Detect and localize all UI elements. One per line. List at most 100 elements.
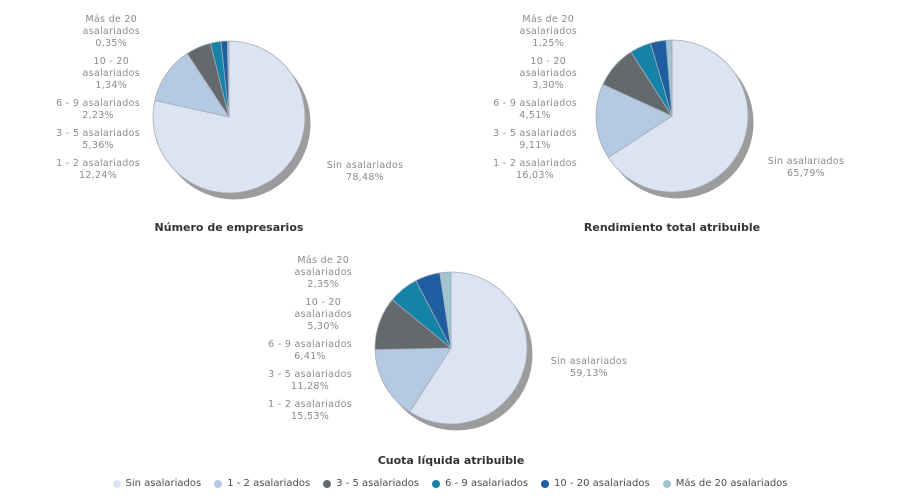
slice-label-name: asalariados [294, 309, 352, 320]
legend-item-6-9-asalariados[interactable]: 6 - 9 asalariados [432, 477, 528, 491]
pie-cuota-liquida-atribuible [374, 271, 533, 431]
legend-item-sin-asalariados[interactable]: Sin asalariados [112, 477, 202, 491]
slice-label-sin-asalariados: Sin asalariados 59,13% [539, 356, 639, 380]
slice-label-6-9-asalariados: 6 - 9 asalariados 4,51% [493, 98, 577, 122]
slice-label-name: Sin asalariados [550, 356, 628, 367]
slice-label-value: 1,34% [95, 80, 128, 91]
slice-label-sin-asalariados: Sin asalariados 78,48% [315, 160, 415, 184]
legend: Sin asalariados 1 - 2 asalariados 3 - 5 as… [0, 477, 900, 491]
slice-label-value: 12,24% [79, 170, 118, 181]
slice-mas-de-20-asalariados[interactable] [439, 271, 452, 349]
slice-label-value: 11,28% [291, 381, 330, 392]
legend-swatch-icon [112, 480, 121, 488]
slice-label-value: 15,53% [291, 411, 330, 422]
legend-item-3-5-asalariados[interactable]: 3 - 5 asalariados [323, 477, 419, 491]
legend-label: 3 - 5 asalariados [336, 478, 420, 489]
slice-label-value: 65,79% [786, 168, 826, 179]
slice-label-mas-de-20-asalariados: Más de 20 asalariados 0,35% [82, 14, 140, 50]
slice-label-value: 9,11% [519, 140, 551, 151]
slice-labels-left: Más de 20 asalariados 1,25% 10 - 20 asalaria… [450, 14, 577, 182]
slice-label-name: 1 - 2 asalariados [493, 158, 577, 169]
slice-label-value: 5,36% [82, 140, 114, 151]
legend-swatch-icon [662, 480, 671, 488]
slice-label-name: asalariados [82, 26, 140, 37]
slice-label-name: Sin asalariados [326, 160, 404, 171]
slice-label-name: 10 - 20 [93, 56, 130, 67]
slice-1-2-asalariados[interactable] [154, 53, 230, 118]
legend-item-mas-de-20-asalariados[interactable]: Más de 20 asalariados [662, 477, 788, 491]
slice-label-value: 59,13% [569, 368, 609, 379]
slice-label-name: 3 - 5 asalariados [493, 128, 577, 139]
slice-sin-asalariados[interactable] [409, 271, 528, 425]
legend-swatch-icon [323, 480, 332, 488]
slice-label-1-2-asalariados: 1 - 2 asalariados 15,53% [268, 399, 352, 423]
pie-rendimiento-total-atribuible [595, 39, 754, 199]
slice-label-name: 6 - 9 asalariados [56, 98, 140, 109]
slice-label-name: 1 - 2 asalariados [268, 399, 352, 410]
legend-label: Más de 20 asalariados [675, 478, 788, 489]
legend-label: 1 - 2 asalariados [227, 478, 311, 489]
pie-box [592, 36, 764, 208]
slice-label-name: 1 - 2 asalariados [56, 158, 140, 169]
chart-rendimiento-total-atribuible: Más de 20 asalariados 1,25% 10 - 20 asalaria… [450, 0, 900, 250]
slice-1-2-asalariados[interactable] [374, 347, 452, 413]
slice-label-value: 78,48% [345, 172, 385, 183]
slice-label-value: 5,30% [307, 321, 340, 332]
slice-label-3-5-asalariados: 3 - 5 asalariados 11,28% [268, 369, 352, 393]
slice-label-name: 10 - 20 [530, 56, 567, 67]
slice-sin-asalariados[interactable] [607, 39, 749, 193]
slice-label-name: Sin asalariados [767, 156, 845, 167]
legend-label: Sin asalariados [125, 478, 202, 489]
slice-1-2-asalariados[interactable] [595, 84, 673, 158]
slice-label-3-5-asalariados: 3 - 5 asalariados 9,11% [493, 128, 577, 152]
slice-label-mas-de-20-asalariados: Más de 20 asalariados 1,25% [519, 14, 577, 50]
slice-label-value: 4,51% [519, 110, 551, 121]
slice-label-name: 6 - 9 asalariados [493, 98, 577, 109]
chart-numero-de-empresarios: Más de 20 asalariados 0,35% 10 - 20 asalaria… [0, 0, 450, 250]
slice-labels-left: Más de 20 asalariados 0,35% 10 - 20 asalaria… [0, 14, 140, 182]
slice-label-name: 6 - 9 asalariados [268, 339, 352, 350]
slice-label-name: 3 - 5 asalariados [268, 369, 352, 380]
slice-label-value: 2,23% [82, 110, 114, 121]
legend-swatch-icon [214, 480, 223, 488]
legend-swatch-icon [432, 480, 441, 488]
slice-label-10-20-asalariados: 10 - 20 asalariados 5,30% [294, 297, 352, 333]
slice-mas-de-20-asalariados[interactable] [226, 40, 230, 118]
slice-label-3-5-asalariados: 3 - 5 asalariados 5,36% [56, 128, 140, 152]
slice-label-value: 2,35% [307, 279, 340, 290]
slice-label-value: 16,03% [516, 170, 555, 181]
pie-numero-de-empresarios [152, 40, 311, 200]
slice-label-name: Más de 20 [297, 255, 350, 266]
slice-labels-left: Más de 20 asalariados 2,35% 10 - 20 asalaria… [225, 255, 352, 423]
slice-label-sin-asalariados: Sin asalariados 65,79% [756, 156, 856, 180]
legend-label: 10 - 20 asalariados [554, 478, 650, 489]
slice-label-6-9-asalariados: 6 - 9 asalariados 2,23% [56, 98, 140, 122]
slice-label-name: Más de 20 [522, 14, 575, 25]
pie-box [149, 37, 321, 209]
slice-label-name: asalariados [294, 267, 352, 278]
slice-label-6-9-asalariados: 6 - 9 asalariados 6,41% [268, 339, 352, 363]
slice-label-10-20-asalariados: 10 - 20 asalariados 3,30% [519, 56, 577, 92]
slice-label-value: 0,35% [95, 38, 128, 49]
slice-label-name: asalariados [519, 26, 577, 37]
slice-label-1-2-asalariados: 1 - 2 asalariados 12,24% [56, 158, 140, 182]
slice-label-10-20-asalariados: 10 - 20 asalariados 1,34% [82, 56, 140, 92]
legend-item-1-2-asalariados[interactable]: 1 - 2 asalariados [214, 477, 310, 491]
chart-title: Cuota líquida atribuible [377, 454, 525, 467]
chart-title: Número de empresarios [154, 221, 304, 234]
slice-label-value: 1,25% [532, 38, 565, 49]
chart-title: Rendimiento total atribuible [583, 221, 761, 234]
slice-label-1-2-asalariados: 1 - 2 asalariados 16,03% [493, 158, 577, 182]
slice-label-mas-de-20-asalariados: Más de 20 asalariados 2,35% [294, 255, 352, 291]
legend-label: 6 - 9 asalariados [445, 478, 529, 489]
slice-label-name: 3 - 5 asalariados [56, 128, 140, 139]
pie-box [371, 268, 543, 440]
slice-label-name: 10 - 20 [305, 297, 342, 308]
slice-mas-de-20-asalariados[interactable] [665, 39, 673, 117]
legend-item-10-20-asalariados[interactable]: 10 - 20 asalariados [541, 477, 650, 491]
legend-swatch-icon [541, 480, 550, 488]
slice-label-value: 6,41% [294, 351, 326, 362]
chart-cuota-liquida-atribuible: Más de 20 asalariados 2,35% 10 - 20 asalaria… [225, 250, 675, 470]
slice-label-name: asalariados [82, 68, 140, 79]
